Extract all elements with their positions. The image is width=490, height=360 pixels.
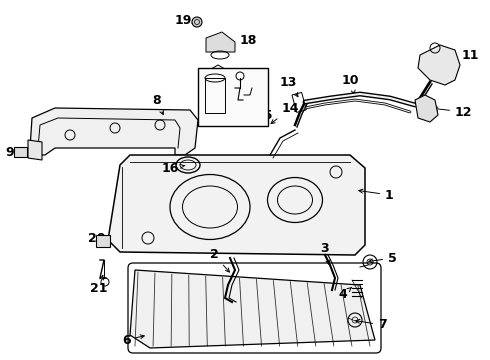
Text: 11: 11 (444, 49, 480, 62)
Text: 16: 16 (162, 162, 185, 175)
Text: 1: 1 (359, 189, 394, 202)
Text: 21: 21 (90, 275, 107, 294)
Bar (198, 68, 268, 126)
Polygon shape (30, 108, 198, 155)
Polygon shape (415, 95, 438, 122)
Polygon shape (108, 155, 365, 255)
Text: 8: 8 (152, 94, 163, 114)
Text: 12: 12 (434, 105, 472, 118)
Text: 10: 10 (342, 73, 360, 94)
Polygon shape (418, 45, 460, 85)
Polygon shape (206, 32, 235, 52)
Bar (205, 78, 225, 113)
Text: 13: 13 (280, 76, 298, 97)
Circle shape (192, 17, 202, 27)
Bar (96, 235, 110, 247)
Bar (14, 147, 27, 157)
Text: 20: 20 (88, 231, 109, 244)
Text: 2: 2 (210, 248, 229, 272)
Text: 18: 18 (224, 33, 257, 46)
Polygon shape (130, 270, 375, 348)
Text: 19: 19 (175, 14, 196, 27)
Bar (292, 93, 306, 112)
Polygon shape (28, 140, 42, 160)
Text: 3: 3 (320, 242, 330, 264)
Text: 15: 15 (229, 107, 273, 122)
Text: 9: 9 (5, 145, 23, 158)
Text: 4: 4 (338, 287, 352, 302)
Text: 5: 5 (369, 252, 397, 265)
Text: 17: 17 (222, 72, 255, 85)
Text: 7: 7 (356, 319, 387, 332)
Text: 6: 6 (122, 333, 144, 346)
Text: 14: 14 (271, 102, 299, 123)
